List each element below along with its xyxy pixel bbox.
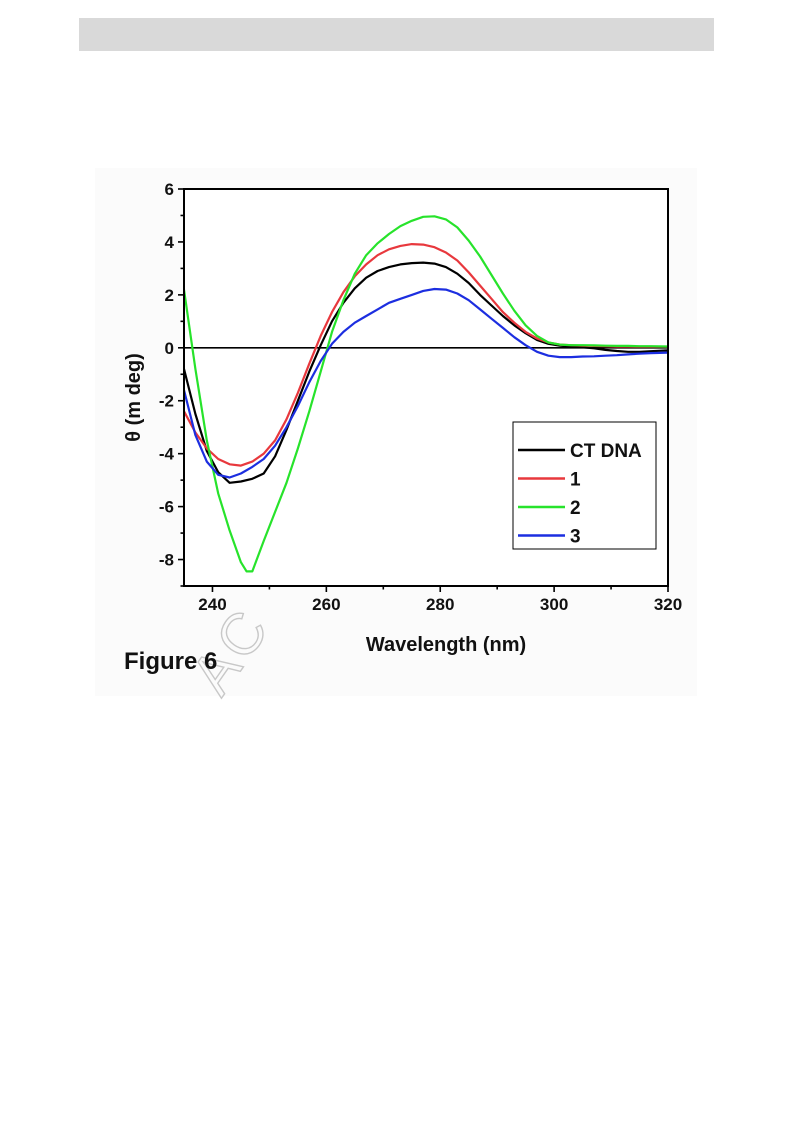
legend-label-2: 1 (570, 470, 581, 491)
series-layer (184, 215, 668, 573)
y-axis-title: θ (m deg) (123, 353, 145, 442)
legend-label-4: 3 (570, 527, 581, 548)
axes-layer: 240 260 280 300 320 6 4 2 0 -2 -4 -6 -8 Wavelength (n… (123, 180, 682, 656)
legend-label-1: CT DNA (570, 441, 642, 462)
series-line-1 (184, 261, 668, 484)
series-line-4 (184, 287, 668, 479)
y-tick-label: 2 (165, 286, 174, 305)
y-tick-label: 6 (165, 180, 174, 199)
y-tick-label: 4 (165, 233, 175, 252)
y-tick-label: -4 (159, 445, 175, 464)
x-axis-title: Wavelength (nm) (366, 634, 526, 656)
x-tick-label: 240 (198, 595, 226, 614)
plot-frame (183, 188, 669, 587)
legend: CT DNA 1 2 3 (512, 421, 657, 550)
legend-label-3: 2 (570, 498, 581, 519)
x-tick-label: 280 (426, 595, 454, 614)
legend-box (512, 421, 657, 550)
x-tick-label: 300 (540, 595, 568, 614)
y-tick-label: 0 (165, 339, 174, 358)
x-tick-label: 320 (654, 595, 682, 614)
y-tick-label: -2 (159, 392, 174, 411)
figure-caption: Figure 6 (124, 648, 218, 675)
y-tick-label: -6 (159, 498, 174, 517)
y-tick-label: -8 (159, 551, 174, 570)
series-line-3 (184, 215, 668, 573)
x-tick-label: 260 (312, 595, 340, 614)
header-band (79, 18, 714, 51)
